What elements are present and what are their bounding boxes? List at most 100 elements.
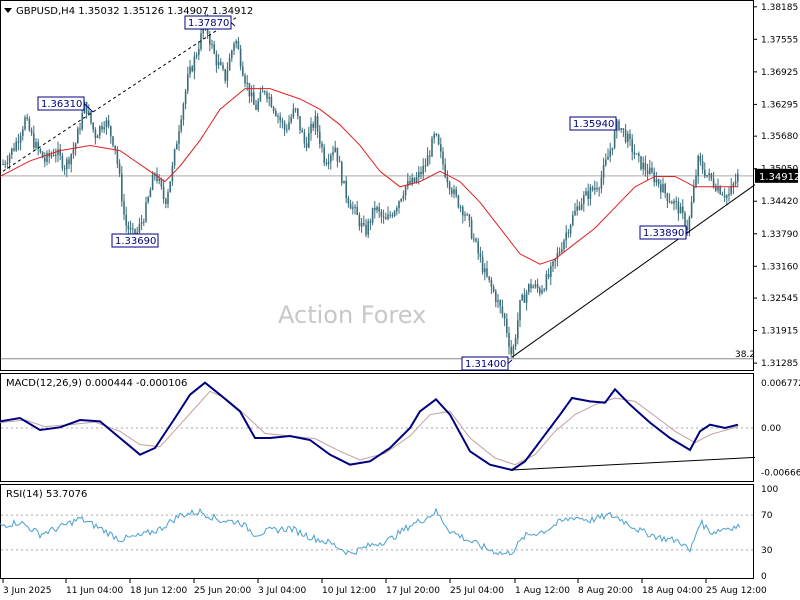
candle (2, 159, 4, 166)
candle (30, 127, 33, 137)
candle-body (352, 207, 354, 209)
candle-body (209, 34, 211, 45)
candle-body (477, 241, 479, 254)
callout-pointer (507, 359, 513, 364)
time-axis-label: 11 Jun 04:00 (66, 586, 123, 596)
candle (523, 288, 526, 303)
candle (88, 104, 90, 116)
candle (710, 172, 713, 182)
candle (145, 196, 147, 223)
candle-body (220, 61, 222, 65)
candle (455, 186, 457, 198)
candle-body (497, 300, 499, 302)
candle (677, 197, 680, 221)
candle-body (706, 175, 708, 177)
candle-body (46, 153, 48, 162)
candle-body (325, 162, 328, 165)
callout-label: 1.35940 (573, 119, 614, 130)
candle (358, 212, 361, 231)
candle-body (266, 92, 268, 99)
candle (283, 120, 286, 137)
candle-body (195, 55, 198, 57)
candle-body (125, 214, 127, 226)
candle-body (319, 131, 321, 144)
candle-body (624, 129, 627, 142)
watermark: Action Forex (278, 301, 426, 329)
candle-body (541, 290, 543, 294)
candle (459, 204, 462, 213)
candle (352, 201, 354, 215)
candle (726, 194, 728, 206)
candle (248, 82, 251, 104)
candle-body (246, 82, 248, 84)
candle (413, 177, 416, 184)
candle-body (356, 206, 358, 215)
candle-body (239, 48, 242, 67)
candle-body (569, 224, 572, 234)
candle (264, 90, 266, 96)
price-axis-label: 1.32545 (761, 294, 798, 304)
candle-body (523, 294, 526, 303)
rsi-axis-label: 0 (761, 572, 767, 582)
candle (697, 154, 699, 184)
candle-body (189, 66, 191, 75)
candle-body (360, 222, 363, 227)
candle-body (572, 215, 574, 225)
candle (492, 284, 495, 293)
candle-body (547, 274, 550, 278)
candle (312, 121, 314, 131)
candle (442, 147, 444, 171)
candle-body (448, 182, 451, 190)
candle-body (563, 240, 565, 250)
candle-body (426, 155, 429, 167)
candle-body (382, 216, 385, 218)
candle-body (470, 220, 473, 239)
candle (239, 44, 242, 71)
candle (215, 50, 218, 73)
candle (198, 41, 200, 61)
candle (668, 193, 671, 204)
callout-label: 1.33890 (643, 228, 684, 239)
candle-body (737, 173, 739, 182)
candle-body (8, 154, 11, 163)
candle (74, 142, 77, 156)
candle-body (255, 104, 257, 110)
candle (497, 293, 499, 309)
candle (402, 190, 405, 202)
candle (521, 293, 523, 302)
candle (490, 277, 493, 294)
candle-body (237, 41, 240, 49)
candle (292, 103, 295, 119)
candle (488, 276, 490, 283)
candle (530, 278, 532, 293)
candle (70, 153, 72, 173)
candle (290, 113, 292, 125)
candle (508, 326, 510, 355)
candle-body (686, 226, 688, 230)
candle-body (501, 306, 504, 315)
candle (129, 220, 132, 234)
candle-body (308, 133, 310, 148)
candle (59, 143, 61, 161)
candle-body (105, 120, 108, 128)
candle (519, 299, 521, 328)
candle (616, 118, 618, 139)
candle-body (242, 66, 244, 76)
candle (39, 147, 42, 154)
macd-trendline (511, 456, 756, 471)
candle (429, 150, 431, 165)
time-axis-label: 10 Jul 12:00 (322, 586, 376, 596)
candle-body (371, 207, 374, 223)
candle (77, 126, 79, 144)
candle (371, 207, 374, 226)
candle (301, 127, 303, 133)
candle (662, 177, 664, 193)
candle (55, 148, 57, 163)
candle (673, 198, 675, 211)
candle (499, 299, 501, 314)
candle-body (492, 286, 495, 292)
candle (277, 113, 279, 124)
candle-body (272, 107, 275, 112)
candle-body (37, 142, 39, 150)
time-axis-label: 8 Aug 20:00 (578, 586, 633, 596)
